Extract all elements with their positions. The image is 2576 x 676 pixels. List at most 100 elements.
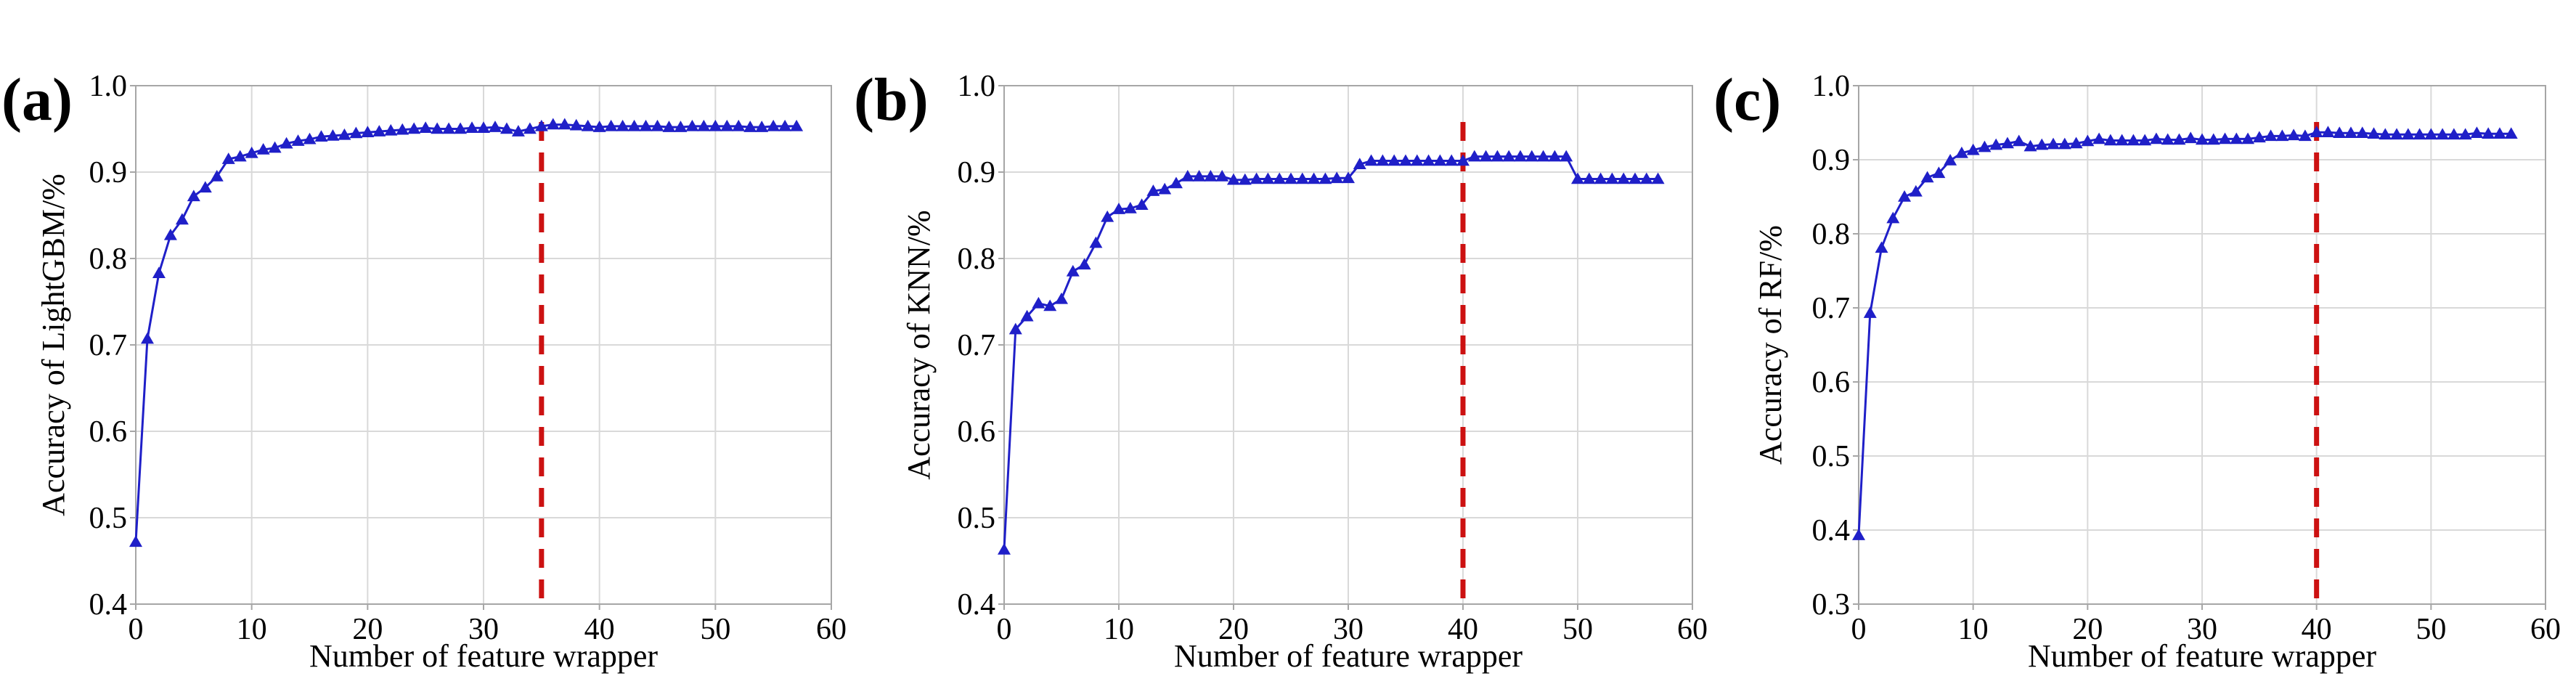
data-point [1548,150,1562,162]
data-point [372,125,386,137]
data-point [1295,172,1309,184]
data-point [1192,169,1206,182]
data-point [1112,203,1125,214]
series-line [134,123,797,542]
data-point [1043,299,1057,311]
data-point [2196,133,2209,145]
data-point [1886,211,1900,224]
x-tick-label: 0 [1851,613,1867,646]
data-point [1089,236,1103,248]
x-tick-label: 0 [129,613,144,646]
y-tick-label: 0.4 [958,588,996,622]
data-point [685,119,699,131]
data-point [2333,126,2347,139]
data-point [2218,132,2232,144]
data-point [1536,150,1550,162]
data-point [569,118,583,131]
data-point [210,169,224,182]
data-point [1399,154,1412,166]
data-point [2504,127,2518,139]
data-point [175,213,189,225]
data-point [1966,143,1980,155]
data-point [256,143,270,155]
x-tick-label: 40 [1448,613,1478,646]
data-point [163,228,177,240]
data-point [2344,126,2357,139]
data-point [1582,172,1596,184]
x-tick-label: 20 [352,613,383,646]
data-point [2127,134,2140,146]
data-point [639,119,653,131]
data-point [998,543,1011,555]
data-point [1639,172,1653,184]
data-point [2321,126,2335,138]
data-point [396,123,409,135]
data-point [2103,134,2117,146]
data-point [419,121,433,134]
data-point [268,141,282,153]
data-point [291,134,305,146]
data-point [1594,172,1607,184]
data-point [2436,128,2450,140]
data-point [1978,140,1992,152]
data-point [1502,150,1516,162]
data-point [2493,127,2506,139]
y-tick-label: 0.9 [958,156,996,190]
y-tick-label: 0.6 [1812,366,1851,399]
data-point [1932,166,1946,179]
data-point [2149,132,2163,144]
series-line [1857,131,2511,536]
data-point [314,130,328,142]
y-tick-label: 0.5 [958,502,996,535]
data-point [2424,128,2438,140]
data-point [384,123,398,136]
data-point [674,121,688,132]
data-point [2401,128,2415,140]
data-point [1032,296,1046,309]
data-point [2390,128,2404,140]
data-point [2482,127,2495,139]
data-point [1410,154,1424,166]
data-point [790,119,804,131]
data-point [338,128,351,140]
data-point [1364,154,1378,166]
y-tick-label: 0.6 [958,415,996,449]
data-point [1318,172,1332,184]
data-point [1422,154,1435,166]
y-tick-label: 0.4 [1812,514,1851,547]
data-point [616,119,629,131]
data-point [2447,128,2461,140]
data-point [500,122,513,134]
data-point [720,119,734,131]
y-axis-title: Accuracy of RF/% [1753,225,1788,465]
y-tick-label: 0.7 [958,329,996,362]
data-point [326,129,340,141]
data-point [2047,137,2061,150]
data-point [743,121,757,132]
data-point [1898,190,1912,202]
data-point [221,152,235,164]
y-tick-label: 0.7 [1812,292,1851,325]
data-point [488,121,502,132]
data-point [1135,198,1149,210]
data-point [2206,133,2220,145]
data-point [1479,150,1493,162]
data-point [2092,132,2106,144]
data-point [1066,264,1080,277]
data-point [523,122,537,134]
y-tick-label: 0.8 [958,243,996,276]
y-tick-label: 0.4 [89,588,128,622]
y-tick-label: 0.5 [89,502,128,535]
data-point [2230,132,2243,144]
data-point [1330,171,1344,184]
panel-letter: (a) [1,66,73,134]
data-point [697,119,711,131]
data-point [755,121,769,132]
data-point [1989,138,2003,150]
x-tick-label: 60 [816,613,847,646]
data-point [1863,306,1877,318]
data-point [140,332,154,344]
data-point [454,122,468,134]
data-point [709,119,722,131]
data-point [1445,154,1459,166]
